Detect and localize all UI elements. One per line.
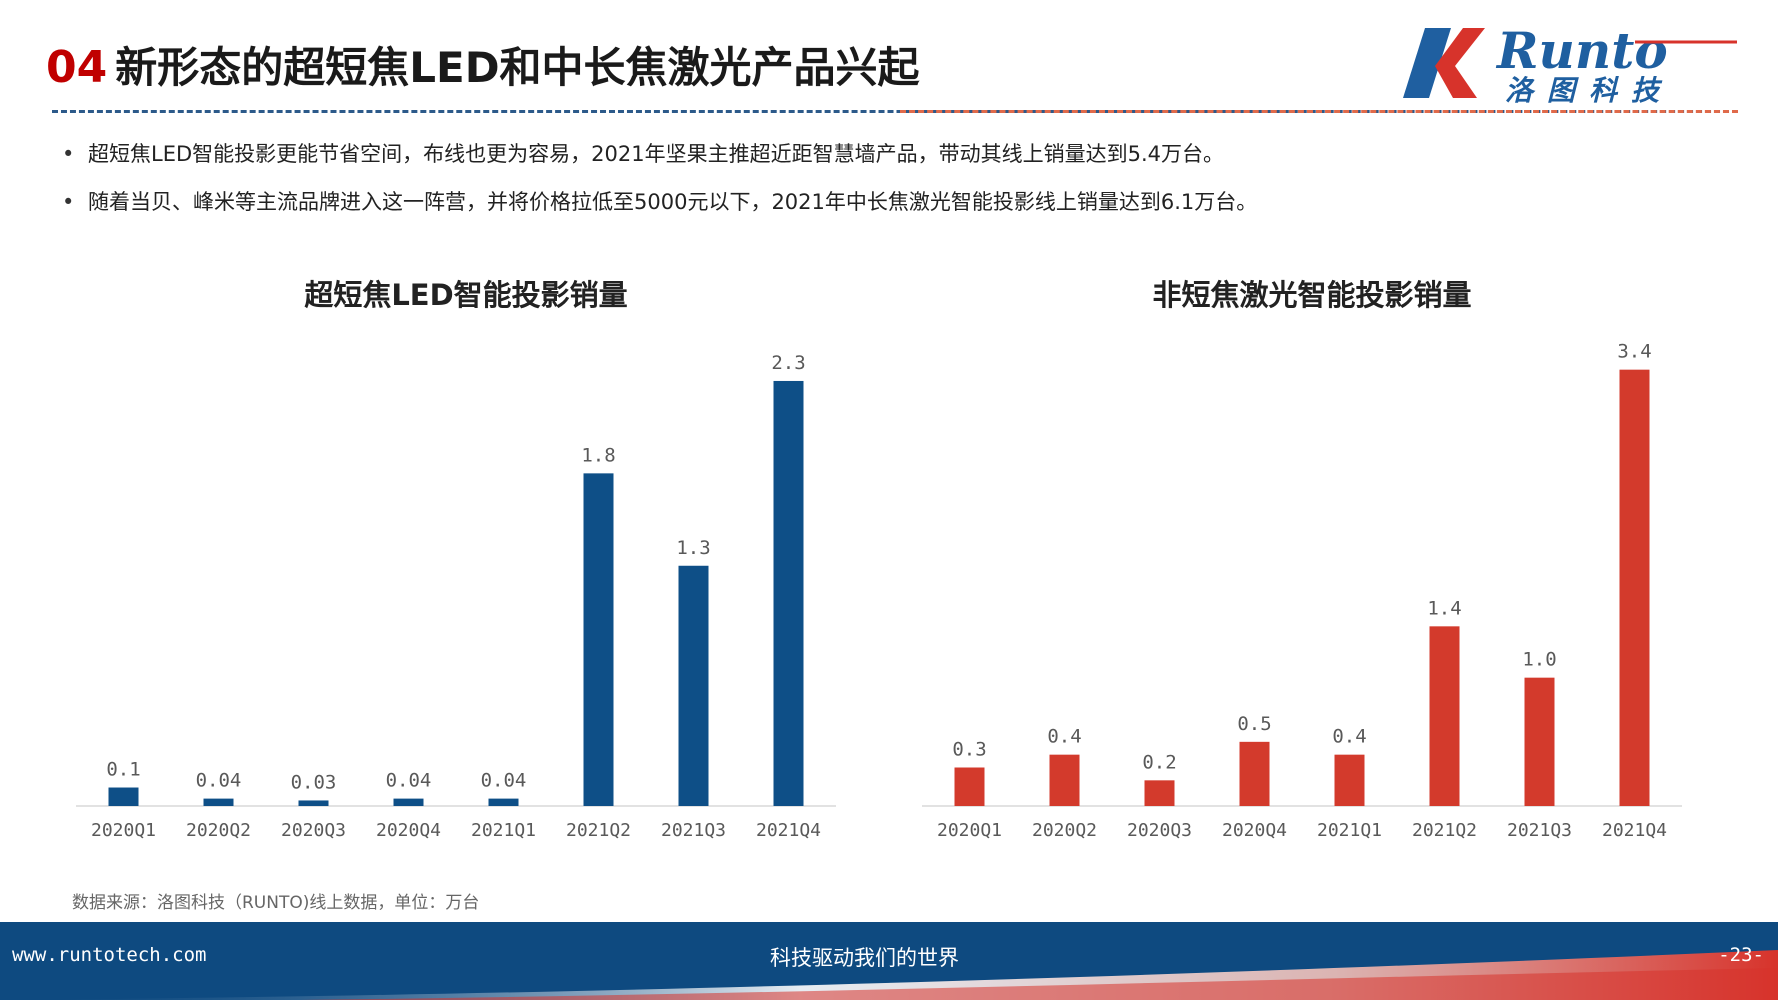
- section-number: 04: [46, 42, 108, 93]
- x-tick-label: 2020Q4: [376, 820, 441, 841]
- x-tick-label: 2020Q3: [1127, 820, 1192, 841]
- footer-slogan: 科技驱动我们的世界: [770, 946, 959, 970]
- page-number: -23-: [1718, 944, 1764, 966]
- x-tick-label: 2020Q1: [937, 820, 1002, 841]
- data-label: 0.4: [1332, 726, 1366, 748]
- bar-2020Q3: [298, 800, 329, 806]
- x-tick-label: 2021Q4: [756, 820, 821, 841]
- bar-2020Q1: [954, 767, 985, 806]
- laser-bar-chart: 0.3 2020Q1 0.4 2020Q2 0.2 2020Q3 0.5 2020Q4 0.4 2…: [922, 341, 1682, 841]
- logo-text-en: Runto: [1495, 22, 1668, 80]
- x-tick-label: 2020Q2: [186, 820, 251, 841]
- bar-2020Q1: [108, 787, 139, 806]
- x-tick-label: 2021Q4: [1602, 820, 1667, 841]
- bar-2020Q2: [1049, 754, 1080, 806]
- header-divider-accent: [900, 110, 1738, 113]
- title-text: 新形态的超短焦LED和中长焦激光产品兴起: [115, 43, 920, 92]
- footer-bar: www.runtotech.com 科技驱动我们的世界 -23-: [0, 922, 1778, 1000]
- bar-2021Q4: [1619, 369, 1650, 806]
- x-tick-label: 2020Q3: [281, 820, 346, 841]
- data-label: 1.3: [676, 537, 710, 559]
- data-label: 1.0: [1522, 649, 1556, 671]
- chart-title-led: 超短焦LED智能投影销量: [304, 278, 628, 312]
- bullet-text: 超短焦LED智能投影更能节省空间，布线也更为容易，2021年坚果主推超近距智慧墙…: [88, 142, 1224, 166]
- data-label: 0.2: [1142, 751, 1176, 773]
- bar-2021Q2: [583, 473, 614, 806]
- bar-2021Q2: [1429, 626, 1460, 806]
- bar-2021Q1: [488, 798, 519, 806]
- x-tick-label: 2021Q3: [661, 820, 726, 841]
- logo-mark-red: [1435, 28, 1485, 98]
- bullet-text: 随着当贝、峰米等主流品牌进入这一阵营，并将价格拉低至5000元以下，2021年中…: [88, 190, 1258, 214]
- x-tick-label: 2021Q3: [1507, 820, 1572, 841]
- led-bar-chart: 0.1 2020Q1 0.04 2020Q2 0.03 2020Q3 0.04 2020Q4 0…: [76, 352, 836, 841]
- x-tick-label: 2021Q2: [1412, 820, 1477, 841]
- bullet-list: • 超短焦LED智能投影更能节省空间，布线也更为容易，2021年坚果主推超近距智慧…: [62, 130, 1722, 226]
- page-title: 04 新形态的超短焦LED和中长焦激光产品兴起: [46, 34, 920, 95]
- bar-2021Q1: [1334, 754, 1365, 806]
- data-label: 0.1: [106, 759, 140, 781]
- bar-2021Q3: [678, 565, 709, 806]
- data-label: 0.3: [952, 739, 986, 761]
- data-label: 0.03: [291, 771, 337, 793]
- x-tick-label: 2020Q4: [1222, 820, 1287, 841]
- bar-2020Q4: [393, 798, 424, 806]
- logo-text-cn: 洛图科技: [1505, 74, 1673, 104]
- data-label: 1.8: [581, 444, 615, 466]
- x-tick-label: 2020Q2: [1032, 820, 1097, 841]
- data-label: 3.4: [1617, 341, 1651, 363]
- data-label: 0.5: [1237, 713, 1271, 735]
- data-label: 0.04: [196, 770, 242, 792]
- bullet-item: • 随着当贝、峰米等主流品牌进入这一阵营，并将价格拉低至5000元以下，2021年…: [62, 190, 1258, 214]
- bar-2020Q2: [203, 798, 234, 806]
- chart-title-laser: 非短焦激光智能投影销量: [1152, 278, 1472, 312]
- data-source-note: 数据来源：洛图科技（RUNTO)线上数据，单位：万台: [72, 893, 480, 913]
- footer-wave: [0, 950, 1778, 1000]
- header-divider: [52, 110, 1738, 113]
- runto-logo: Runto 洛图科技: [1403, 22, 1737, 104]
- x-tick-label: 2021Q2: [566, 820, 631, 841]
- x-tick-label: 2021Q1: [471, 820, 536, 841]
- data-label: 0.4: [1047, 726, 1081, 748]
- footer-url: www.runtotech.com: [12, 944, 207, 966]
- bar-2020Q3: [1144, 780, 1175, 806]
- data-label: 2.3: [771, 352, 805, 374]
- bullet-item: • 超短焦LED智能投影更能节省空间，布线也更为容易，2021年坚果主推超近距智慧…: [62, 142, 1224, 166]
- data-label: 0.04: [481, 770, 527, 792]
- bar-2020Q4: [1239, 741, 1270, 806]
- bar-2021Q4: [773, 380, 804, 806]
- x-tick-label: 2021Q1: [1317, 820, 1382, 841]
- logo-mark-blue: [1403, 28, 1451, 98]
- x-tick-label: 2020Q1: [91, 820, 156, 841]
- bar-2021Q3: [1524, 677, 1555, 806]
- data-label: 0.04: [386, 770, 432, 792]
- data-label: 1.4: [1427, 597, 1461, 619]
